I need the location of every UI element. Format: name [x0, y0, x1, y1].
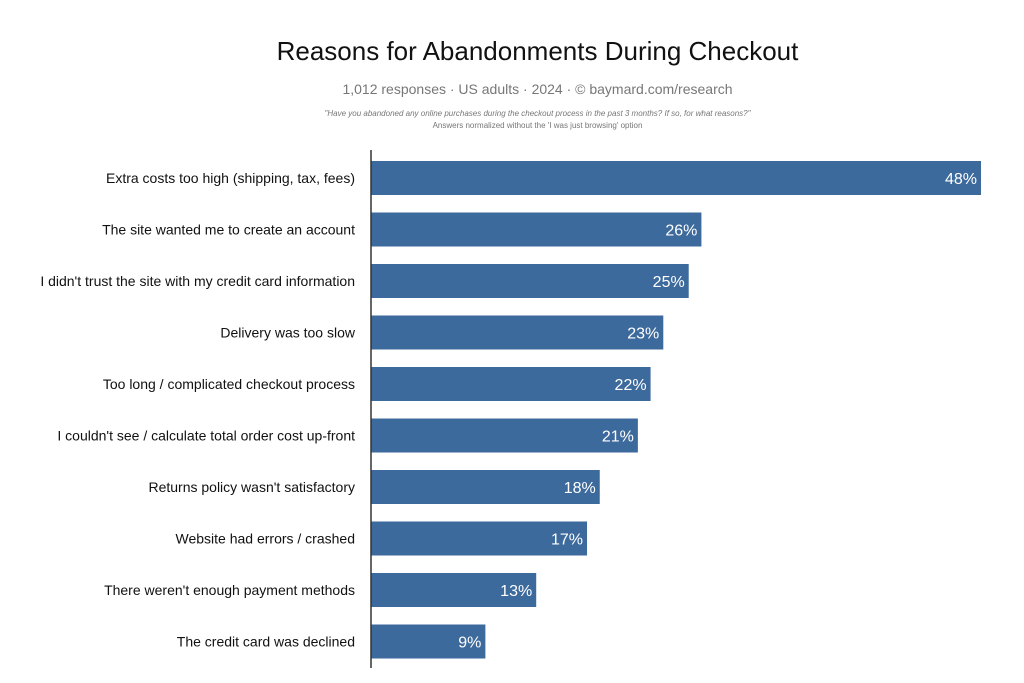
bar: [371, 315, 664, 350]
category-label: There weren't enough payment methods: [104, 582, 355, 598]
data-label: 26%: [665, 223, 697, 240]
survey-question: "Have you abandoned any online purchases…: [324, 109, 751, 118]
data-label: 13%: [500, 583, 532, 600]
category-label: I couldn't see / calculate total order c…: [57, 428, 355, 444]
data-label: 21%: [602, 429, 634, 446]
data-label: 18%: [564, 480, 596, 497]
bar: [371, 521, 588, 556]
bar: [371, 624, 486, 659]
category-label: Delivery was too slow: [220, 325, 355, 341]
category-label: Too long / complicated checkout process: [103, 376, 355, 392]
chart-subtitle: 1,012 responses · US adults · 2024 · © b…: [342, 81, 733, 97]
chart-note: Answers normalized without the 'I was ju…: [432, 121, 643, 130]
data-label: 23%: [627, 326, 659, 343]
category-label: The site wanted me to create an account: [102, 222, 355, 238]
data-label: 9%: [458, 635, 481, 652]
category-label: I didn't trust the site with my credit c…: [40, 273, 355, 289]
bar: [371, 264, 689, 298]
chart-title: Reasons for Abandonments During Checkout: [276, 36, 799, 66]
bar: [371, 573, 537, 607]
category-label: Website had errors / crashed: [176, 531, 356, 547]
bar: [371, 418, 638, 453]
data-label: 48%: [945, 171, 977, 188]
bar: [371, 367, 651, 401]
category-label: The credit card was declined: [177, 634, 355, 650]
bar: [371, 212, 702, 247]
category-label: Returns policy wasn't satisfactory: [148, 479, 355, 495]
bar: [371, 470, 600, 504]
category-label: Extra costs too high (shipping, tax, fee…: [106, 170, 355, 186]
bar: [371, 161, 981, 195]
data-label: 22%: [615, 377, 647, 394]
data-label: 17%: [551, 532, 583, 549]
data-label: 25%: [653, 274, 685, 291]
